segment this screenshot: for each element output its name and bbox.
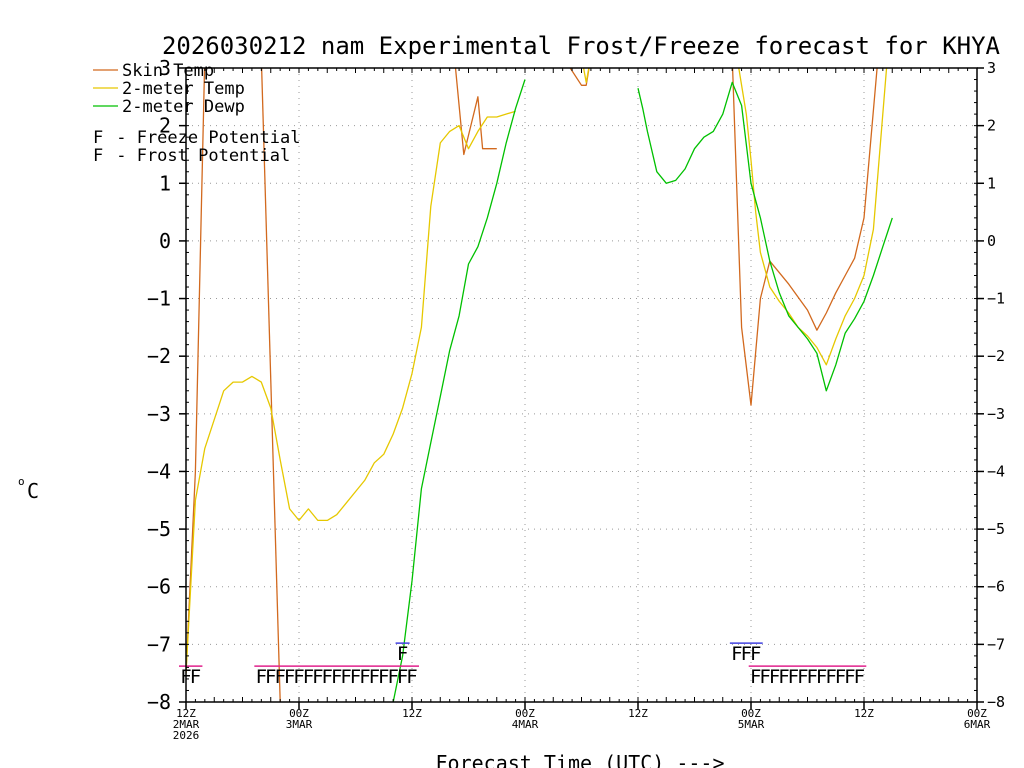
series-line-0 (731, 68, 878, 406)
y-tick-label-right: −1 (987, 290, 1005, 308)
series-line-2 (392, 79, 526, 702)
x-axis-label: Forecast Time (UTC) ---> (436, 751, 725, 768)
freeze-potential-marker: F (387, 666, 398, 688)
freeze-potential-marker: F (369, 666, 380, 688)
freeze-potential-marker: F (378, 666, 389, 688)
y-tick-label-left: −3 (147, 402, 171, 426)
y-tick-label-left: −1 (147, 287, 171, 311)
grid-lines (186, 68, 977, 702)
y-tick-label-right: −3 (987, 405, 1005, 423)
y-tick-label-left: 1 (159, 171, 171, 195)
chart-title: 2026030212 nam Experimental Frost/Freeze… (162, 32, 1001, 60)
freeze-potential-marker: F (322, 666, 333, 688)
freeze-potential-marker: F (778, 666, 789, 688)
x-tick-label: 00Z (515, 707, 535, 720)
series-line-2 (637, 81, 893, 392)
frost-potential-marker: F (750, 643, 761, 665)
freeze-potential-marker: F (750, 666, 761, 688)
frost-potential-marker: F (731, 643, 742, 665)
freeze-potential-marker: F (331, 666, 342, 688)
freeze-potential-marker: F (256, 666, 267, 688)
x-tick-label: 2MAR (173, 718, 200, 731)
x-tick-label: 12Z (854, 707, 874, 720)
y-tick-label-right: −8 (987, 693, 1005, 711)
freeze-potential-marker: F (825, 666, 836, 688)
freeze-potential-marker: F (406, 666, 417, 688)
y-tick-label-left: 2 (159, 114, 171, 138)
axes: −8 −8 −7 −7 −6 −6 −5 −5 −4 −4 −3 −3 −2 −2 −1 −1 0 0 1 1 2 2 3 3… (147, 56, 1005, 742)
freeze-potential-marker: F (303, 666, 314, 688)
series-lines (186, 68, 893, 702)
frost-potential-marker: F (397, 643, 408, 665)
freeze-potential-marker: F (293, 666, 304, 688)
y-tick-label-left: 0 (159, 229, 171, 253)
freeze-potential-marker: F (788, 666, 799, 688)
x-tick-label: 00Z (741, 707, 761, 720)
x-tick-label: 6MAR (964, 718, 991, 731)
freeze-potential-marker: F (274, 666, 285, 688)
y-tick-label-right: −5 (987, 520, 1005, 538)
frost-potential-marker: F (741, 643, 752, 665)
y-tick-label-right: 3 (987, 59, 996, 77)
y-axis-label-degree: o (18, 475, 25, 488)
x-tick-label: 00Z (289, 707, 309, 720)
potential-legend-glyph: F (93, 128, 103, 148)
x-tick-label: 5MAR (738, 718, 765, 731)
plot-frame (185, 67, 978, 703)
potential-legend-label: - Frost Potential (106, 146, 290, 166)
freeze-potential-marker: F (854, 666, 865, 688)
series-line-0 (454, 68, 497, 156)
x-tick-label: 4MAR (512, 718, 539, 731)
x-tick-label: 12Z (402, 707, 422, 720)
y-axis-label-unit: C (27, 479, 39, 503)
potential-legend-label: - Freeze Potential (106, 128, 300, 148)
freeze-potential-marker: F (350, 666, 361, 688)
y-tick-label-left: −7 (147, 632, 171, 656)
y-tick-label-right: −4 (987, 462, 1005, 480)
y-tick-label-right: 2 (987, 117, 996, 135)
y-tick-label-right: −2 (987, 347, 1005, 365)
y-tick-label-right: 0 (987, 232, 996, 250)
series-line-1 (186, 110, 516, 674)
freeze-potential-marker: F (340, 666, 351, 688)
y-tick-label-left: −8 (147, 690, 171, 714)
legend-label: 2-meter Temp (122, 79, 245, 99)
freeze-potential-marker: F (397, 666, 408, 688)
freeze-potential-marker: F (312, 666, 323, 688)
series-line-1 (582, 68, 590, 84)
y-tick-label-left: −2 (147, 344, 171, 368)
legend-label: Skin Temp (122, 61, 214, 81)
series-line-1 (738, 68, 888, 366)
freeze-potential-marker: F (359, 666, 370, 688)
potential-legend-glyph: F (93, 146, 103, 166)
y-tick-label-right: −7 (987, 635, 1005, 653)
freeze-potential-marker: F (284, 666, 295, 688)
x-tick-label: 12Z (176, 707, 196, 720)
legend-label: 2-meter Dewp (122, 97, 245, 117)
freeze-potential-marker: F (759, 666, 770, 688)
freeze-potential-marker: F (190, 666, 201, 688)
freeze-potential-marker: F (265, 666, 276, 688)
series-line-0 (260, 68, 281, 702)
x-tick-label: 2026 (173, 729, 200, 742)
freeze-potential-marker: F (844, 666, 855, 688)
y-tick-label-right: 1 (987, 174, 996, 192)
freeze-potential-marker: F (797, 666, 808, 688)
y-tick-label-left: −5 (147, 517, 171, 541)
y-tick-label-left: −6 (147, 575, 171, 599)
y-axis-label: o C (18, 475, 39, 503)
x-tick-label: 3MAR (286, 718, 313, 731)
freeze-potential-marker: F (806, 666, 817, 688)
y-tick-label-left: −4 (147, 459, 171, 483)
x-tick-label: 12Z (628, 707, 648, 720)
freeze-potential-marker: F (769, 666, 780, 688)
y-tick-label-right: −6 (987, 578, 1005, 596)
freeze-potential-marker: F (816, 666, 827, 688)
y-tick-label-left: 3 (159, 56, 171, 80)
x-tick-label: 00Z (967, 707, 987, 720)
freeze-potential-marker: F (835, 666, 846, 688)
